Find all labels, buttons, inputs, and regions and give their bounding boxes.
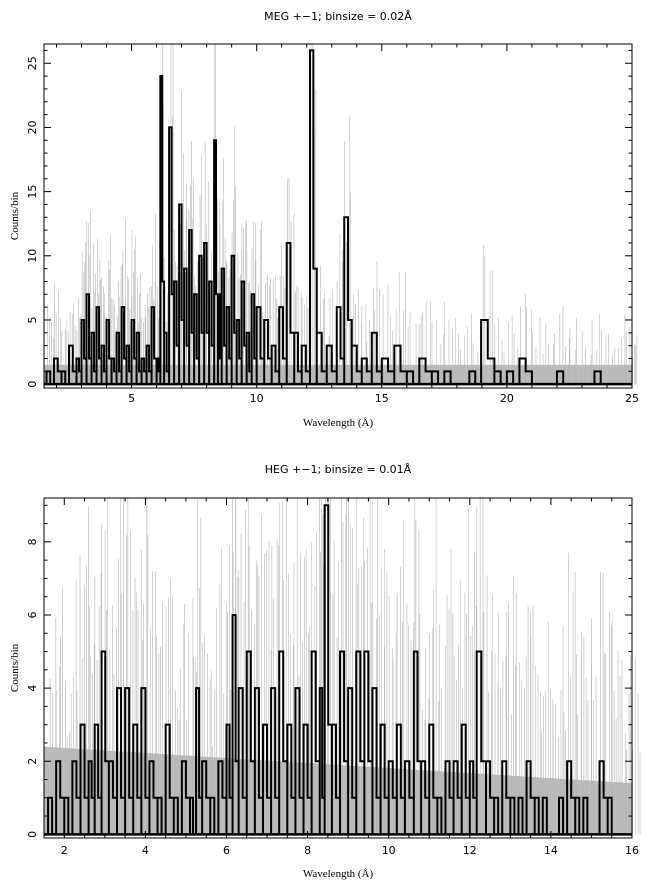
x-tick-label: 16 [625, 844, 639, 857]
x-tick-label: 25 [625, 392, 639, 405]
y-tick-label: 4 [26, 685, 39, 692]
x-tick-label: 2 [61, 844, 68, 857]
y-tick-label: 0 [26, 381, 39, 388]
x-axis-label: Wavelength (Å) [303, 417, 374, 429]
y-tick-label: 2 [26, 758, 39, 765]
x-axis-label: Wavelength (Å) [303, 868, 374, 880]
y-tick-label: 25 [26, 56, 39, 70]
y-tick-label: 20 [26, 120, 39, 134]
y-tick-label: 8 [26, 538, 39, 545]
heg-chart: HEG +−1; binsize = 0.01Å 2 4 6 8 10 12 14 16 0 2 4 6… [9, 463, 641, 880]
plot-frame [43, 43, 633, 389]
x-tick-label: 12 [463, 844, 477, 857]
meg-panel: MEG +−1; binsize = 0.02Å 5 10 15 20 25 0 5 10 15 2… [0, 0, 649, 445]
x-tick-label: 5 [128, 392, 135, 405]
y-tick-label: 10 [26, 249, 39, 263]
y-axis-label: Counts/bin [9, 191, 21, 240]
x-tick-label: 15 [375, 392, 389, 405]
y-tick-label: 0 [26, 831, 39, 838]
counts-histogram [44, 49, 632, 386]
x-tick-label: 10 [250, 392, 264, 405]
meg-chart: MEG +−1; binsize = 0.02Å 5 10 15 20 25 0 5 10 15 2… [9, 10, 639, 429]
counts-histogram [44, 504, 632, 836]
heg-panel: HEG +−1; binsize = 0.01Å 2 4 6 8 10 12 14 16 0 2 4 6… [0, 445, 649, 891]
plot-frame [43, 497, 633, 839]
y-tick-label: 5 [26, 316, 39, 323]
x-tick-label: 8 [304, 844, 311, 857]
x-tick-label: 10 [382, 844, 396, 857]
x-tick-label: 20 [500, 392, 514, 405]
chart-title: HEG +−1; binsize = 0.01Å [265, 463, 412, 476]
x-tick-label: 4 [142, 844, 149, 857]
y-axis-label: Counts/bin [9, 643, 21, 692]
chart-title: MEG +−1; binsize = 0.02Å [264, 10, 412, 23]
y-tick-label: 15 [26, 185, 39, 199]
x-tick-label: 14 [544, 844, 558, 857]
x-tick-label: 6 [223, 844, 230, 857]
y-tick-label: 6 [26, 611, 39, 618]
